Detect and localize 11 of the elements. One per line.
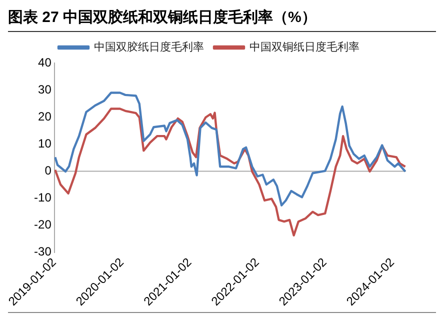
- chart-title: 图表 27 中国双胶纸和双铜纸日度毛利率（%）: [8, 8, 436, 32]
- y-tick-label: 30: [38, 82, 52, 96]
- y-tick-label: -20: [34, 218, 52, 232]
- y-tick-label: 40: [38, 55, 52, 70]
- y-tick-label: 20: [38, 109, 52, 124]
- y-tick-label: 10: [38, 136, 52, 150]
- legend-label: 中国双铜纸日度毛利率: [250, 40, 360, 54]
- y-tick-label: -10: [34, 190, 52, 205]
- y-tick-label: -30: [34, 244, 52, 259]
- y-tick-label: 0: [44, 164, 52, 178]
- legend-label: 中国双胶纸日度毛利率: [94, 40, 204, 54]
